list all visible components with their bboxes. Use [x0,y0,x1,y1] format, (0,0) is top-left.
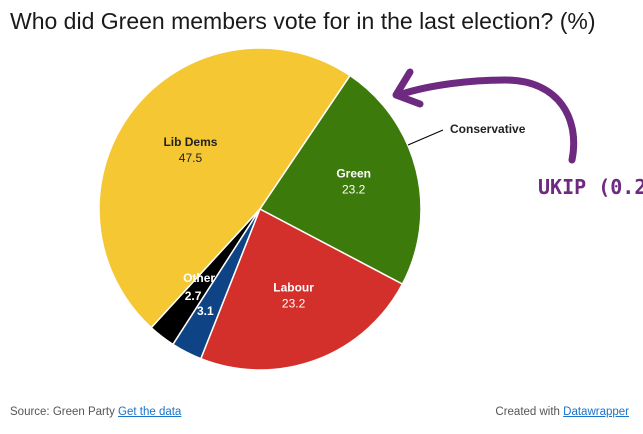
annotation-arrow [398,76,578,164]
slice-value-labour: 23.2 [282,297,306,311]
source-text: Source: Green Party [10,406,115,418]
pie-slice-green [258,74,422,286]
footer-source: Source: Green Party Get the data [10,406,181,418]
slice-value-other: 2.7 [185,289,202,303]
slice-value-green: 23.2 [342,182,366,196]
slice-label-lib-dems: Lib Dems [163,135,217,149]
datawrapper-link[interactable]: Datawrapper [563,406,629,418]
slice-value-conservative: 3.1 [197,304,214,318]
slice-value-lib-dems: 47.5 [179,151,203,165]
pie-slice-lib-dems [98,47,352,329]
slice-label-other: Other [183,271,215,285]
pie-slices [98,47,422,371]
pie-slice-labour [199,207,404,371]
conservative-leader-line [407,129,444,146]
pie-labels: Lib Dems 47.5 Other 2.73.1 Labour 23.2 Green 23… [163,135,371,318]
ukip-annotation: UKIP (0.2) [538,175,643,199]
chart-title: Who did Green members vote for in the la… [10,8,596,34]
slice-label-labour: Labour [273,281,314,295]
footer-credit: Created with Datawrapper [495,406,629,418]
conservative-label: Conservative [450,122,526,136]
slice-label-green: Green [336,166,371,180]
get-the-data-link[interactable]: Get the data [118,406,182,418]
credit-text: Created with [495,406,560,418]
annotation-arrowhead-icon [392,68,424,108]
